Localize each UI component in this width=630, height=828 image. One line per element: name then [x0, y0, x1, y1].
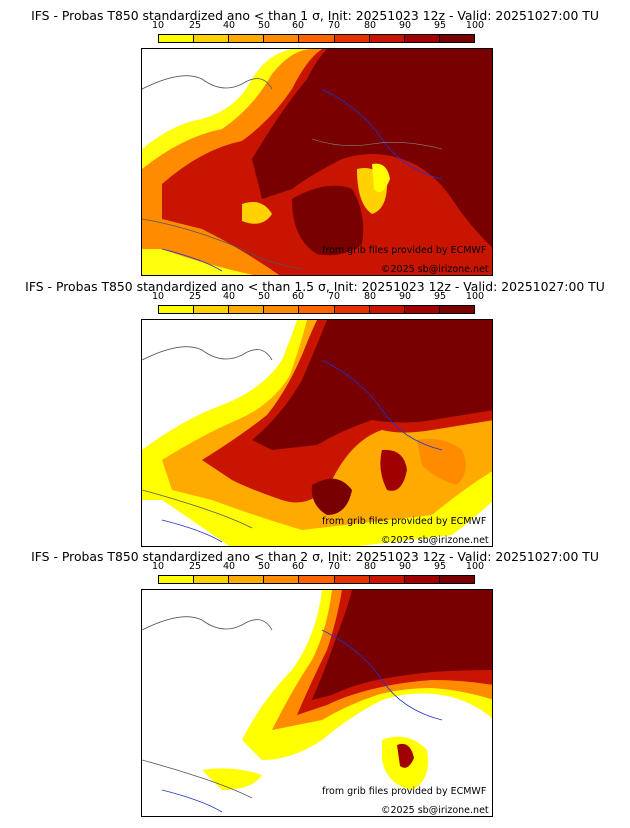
colorbar-tick: 40: [222, 20, 236, 31]
colorbar-swatch: [159, 35, 195, 42]
source-credit: from grib files provided by ECMWF: [322, 516, 487, 527]
colorbar-tick: 50: [257, 20, 271, 31]
colorbar-swatch: [334, 35, 370, 42]
panel-title: IFS - Probas T850 standardized ano < tha…: [25, 279, 605, 294]
colorbar-swatch: [194, 35, 230, 42]
colorbar-swatch: [264, 306, 300, 313]
colorbar-swatch: [194, 306, 230, 313]
map-panel-2: IFS - Probas T850 standardized ano < tha…: [0, 271, 630, 547]
colorbar-swatch: [439, 306, 474, 313]
colorbar-swatch: [264, 576, 300, 583]
colorbar-tick: 60: [291, 561, 305, 572]
colorbar-swatch: [264, 35, 300, 42]
colorbar-tick: 100: [465, 291, 485, 302]
colorbar-tick: 60: [291, 291, 305, 302]
source-credit: from grib files provided by ECMWF: [322, 245, 487, 256]
colorbar-ticks: 10 25 40 50 60 70 80 90 95 100: [0, 20, 630, 34]
map-canvas: [142, 49, 492, 275]
map-canvas: [142, 320, 492, 546]
colorbar-tick: 10: [151, 291, 165, 302]
colorbar-tick: 25: [188, 561, 202, 572]
colorbar-tick: 90: [398, 561, 412, 572]
colorbar-swatch: [439, 576, 474, 583]
colorbar-swatch: [369, 35, 405, 42]
colorbar-swatch: [404, 576, 440, 583]
colorbar-swatch: [299, 576, 335, 583]
colorbar-swatch: [194, 576, 230, 583]
colorbar-tick: 95: [433, 291, 447, 302]
copyright: ©2025 sb@irizone.net: [381, 535, 489, 546]
map-panel-1: IFS - Probas T850 standardized ano < tha…: [0, 0, 630, 276]
colorbar-tick: 90: [398, 291, 412, 302]
colorbar-tick: 80: [363, 291, 377, 302]
colorbar-tick: 60: [291, 20, 305, 31]
colorbar-swatch: [369, 306, 405, 313]
colorbar-swatch: [334, 306, 370, 313]
colorbar-tick: 90: [398, 20, 412, 31]
colorbar-swatch: [334, 576, 370, 583]
colorbar-swatch: [229, 306, 265, 313]
colorbar-tick: 10: [151, 20, 165, 31]
colorbar-ticks: 10 25 40 50 60 70 80 90 95 100: [0, 561, 630, 575]
colorbar-tick: 95: [433, 20, 447, 31]
copyright: ©2025 sb@irizone.net: [381, 264, 489, 275]
colorbar-tick: 25: [188, 20, 202, 31]
colorbar-tick: 80: [363, 20, 377, 31]
colorbar: [158, 34, 475, 43]
map-canvas: [142, 590, 492, 813]
colorbar-tick: 50: [257, 561, 271, 572]
colorbar-swatch: [404, 35, 440, 42]
panel-title: IFS - Probas T850 standardized ano < tha…: [31, 8, 599, 23]
colorbar-tick: 100: [465, 20, 485, 31]
colorbar-tick: 50: [257, 291, 271, 302]
colorbar-tick: 10: [151, 561, 165, 572]
colorbar-tick: 40: [222, 561, 236, 572]
colorbar-swatch: [229, 576, 265, 583]
colorbar-tick: 25: [188, 291, 202, 302]
colorbar-swatch: [299, 306, 335, 313]
colorbar-tick: 40: [222, 291, 236, 302]
colorbar-swatch: [369, 576, 405, 583]
probability-map: [141, 589, 493, 817]
copyright: ©2025 sb@irizone.net: [381, 805, 489, 816]
source-credit: from grib files provided by ECMWF: [322, 786, 487, 797]
colorbar-swatch: [159, 306, 195, 313]
colorbar-swatch: [404, 306, 440, 313]
probability-map: [141, 319, 493, 547]
colorbar-tick: 70: [327, 291, 341, 302]
panel-title: IFS - Probas T850 standardized ano < tha…: [31, 549, 599, 564]
colorbar-swatch: [159, 576, 195, 583]
colorbar-tick: 80: [363, 561, 377, 572]
colorbar-tick: 95: [433, 561, 447, 572]
colorbar-tick: 70: [327, 20, 341, 31]
colorbar: [158, 305, 475, 314]
probability-map: [141, 48, 493, 276]
colorbar-swatch: [299, 35, 335, 42]
colorbar-swatch: [229, 35, 265, 42]
colorbar: [158, 575, 475, 584]
colorbar-ticks: 10 25 40 50 60 70 80 90 95 100: [0, 291, 630, 305]
colorbar-tick: 100: [465, 561, 485, 572]
colorbar-tick: 70: [327, 561, 341, 572]
colorbar-swatch: [439, 35, 474, 42]
map-panel-3: IFS - Probas T850 standardized ano < tha…: [0, 541, 630, 817]
